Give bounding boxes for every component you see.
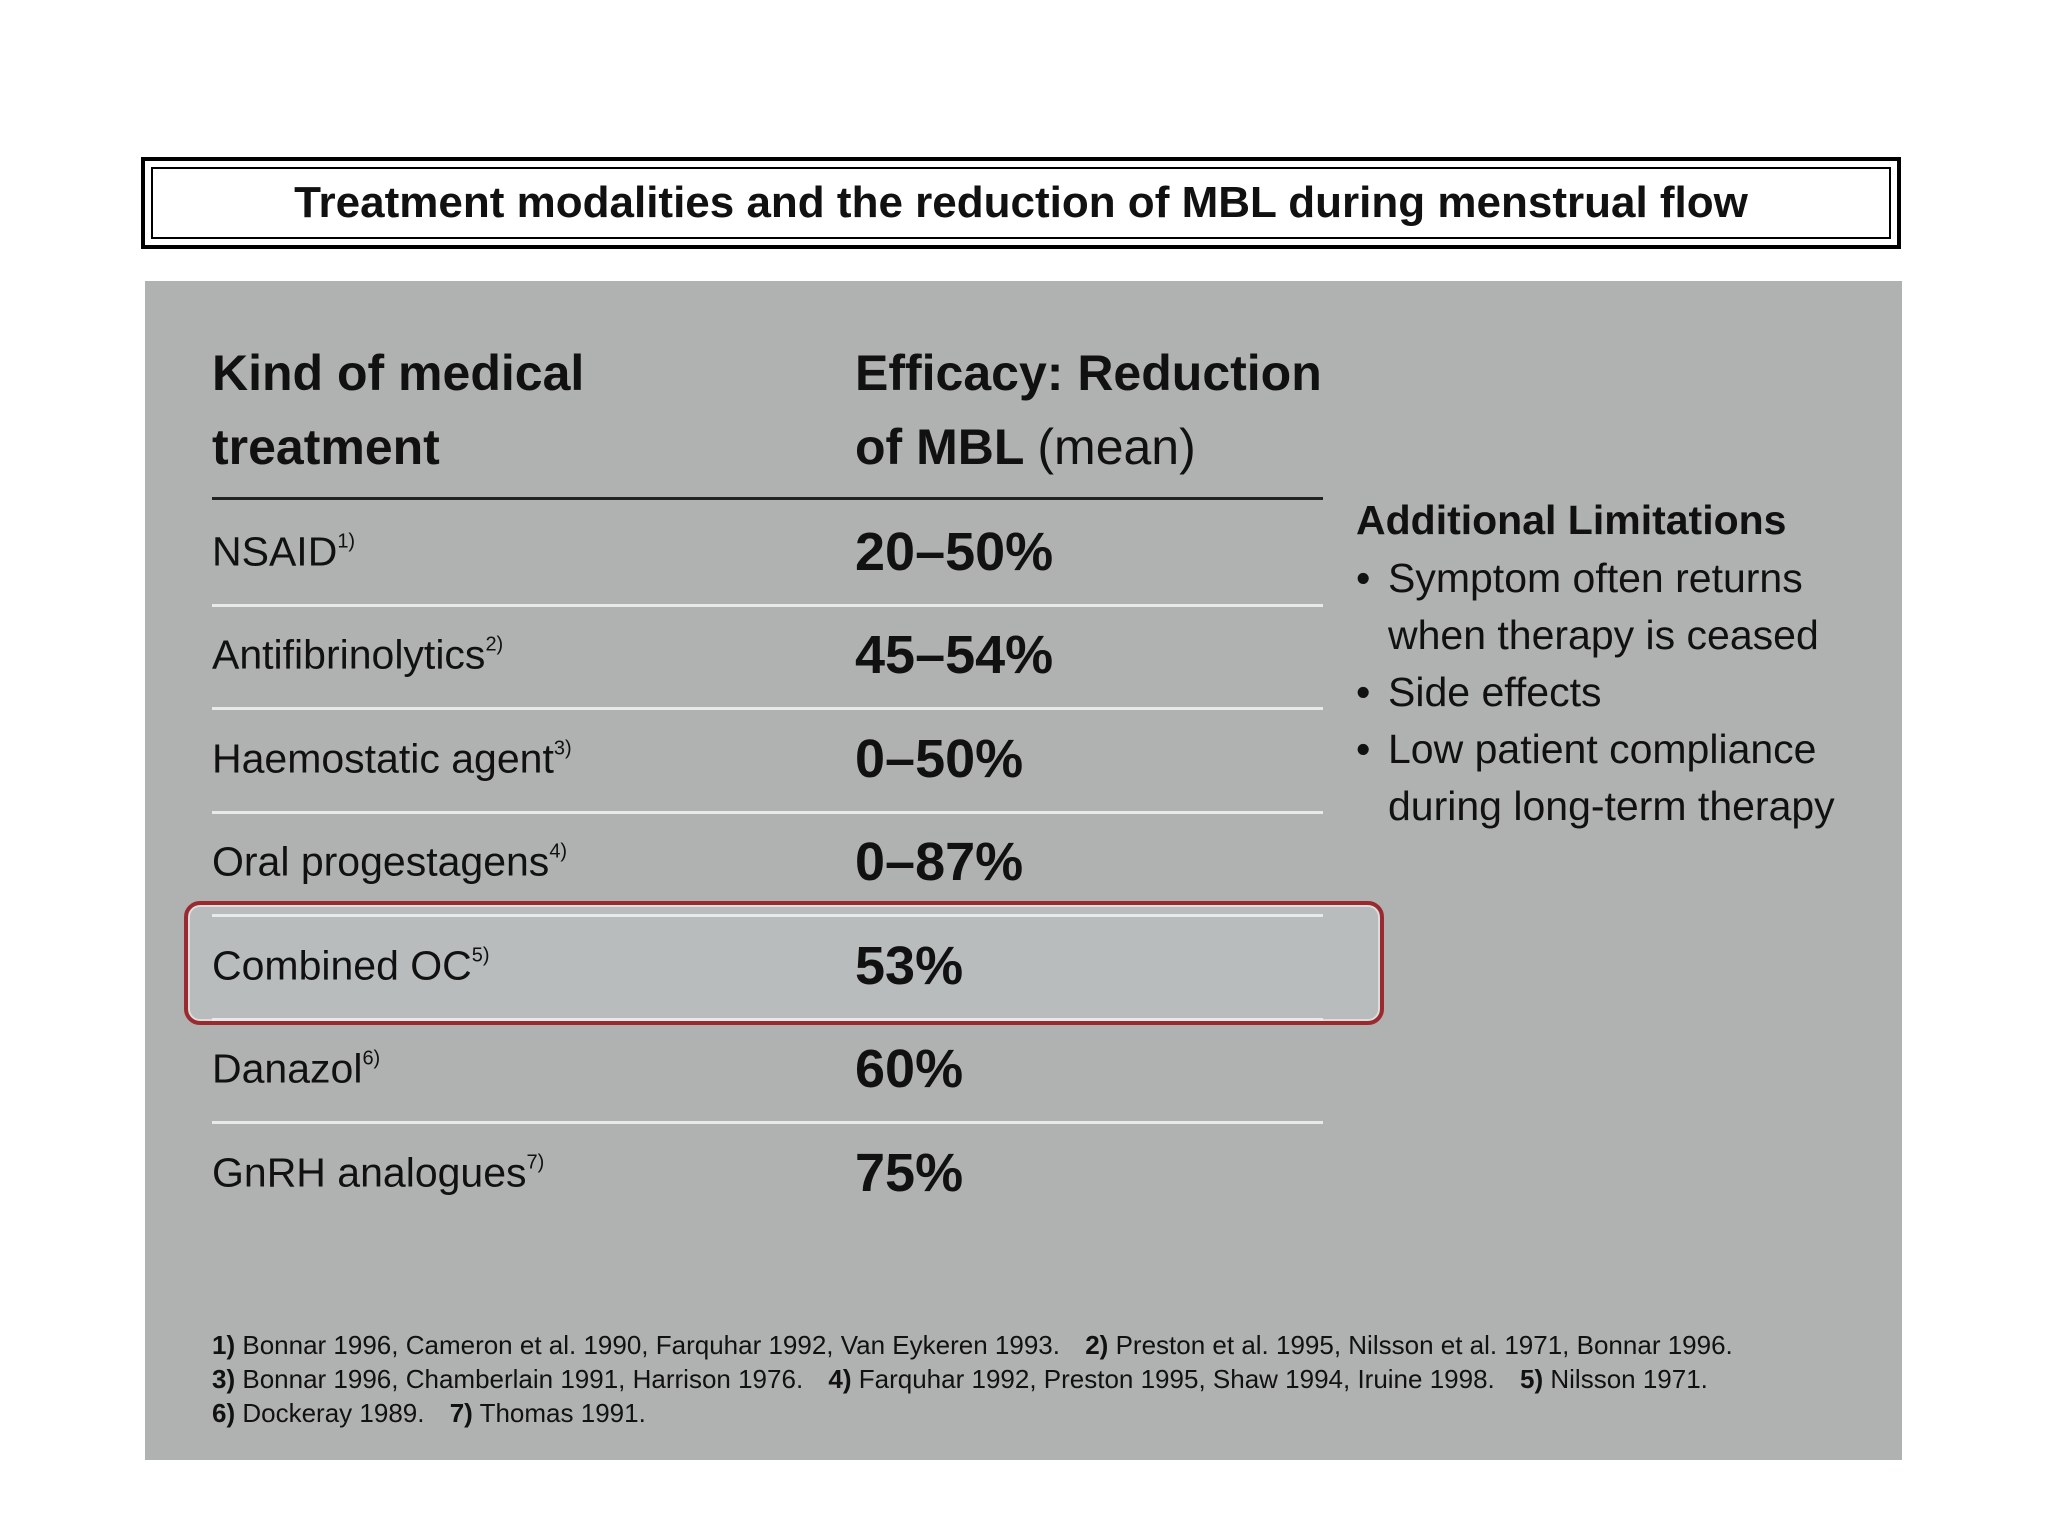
- footnote-num: 7): [449, 1398, 473, 1428]
- bullet-text: Side effects: [1388, 669, 1602, 715]
- efficacy-cell: 0–50%: [855, 728, 1024, 789]
- reference-mark: 4): [549, 840, 568, 863]
- footnote-num: 1): [212, 1330, 236, 1360]
- reference-mark: 5): [471, 944, 490, 967]
- bullet-text: Low patient compliance during long-term …: [1388, 726, 1835, 829]
- efficacy-cell: 20–50%: [855, 521, 1054, 582]
- bullet-dot: •: [1356, 555, 1371, 601]
- treatment-cell: Combined OC5): [212, 942, 490, 989]
- treatment-name: GnRH analogues: [212, 1149, 527, 1196]
- footnote-num: 2): [1085, 1330, 1109, 1360]
- efficacy-cell: 75%: [855, 1142, 964, 1203]
- footnote-text: Preston et al. 1995, Nilsson et al. 1971…: [1115, 1330, 1733, 1360]
- treatment-name: Haemostatic agent: [212, 735, 554, 782]
- bullet-item: • Symptom often returns when therapy is c…: [1356, 550, 1886, 664]
- efficacy-cell: 53%: [855, 935, 964, 996]
- column-header: Kind of medical treatment: [212, 336, 672, 484]
- footnote-line: 6) Dockeray 1989. 7) Thomas 1991.: [212, 1398, 646, 1429]
- row-rule: [212, 810, 1323, 814]
- footnote-num: 4): [828, 1364, 852, 1394]
- footnote-num: 3): [212, 1364, 236, 1394]
- efficacy-cell: 0–87%: [855, 832, 1024, 893]
- footnote-num: 5): [1520, 1364, 1544, 1394]
- treatment-cell: GnRH analogues7): [212, 1149, 544, 1196]
- footnote-text: Bonnar 1996, Chamberlain 1991, Harrison …: [242, 1364, 804, 1394]
- reference-mark: 3): [553, 737, 572, 760]
- footnote-line: 1) Bonnar 1996, Cameron et al. 1990, Far…: [212, 1330, 1733, 1361]
- footnote-text: Nilsson 1971.: [1550, 1364, 1708, 1394]
- treatment-name: Antifibrinolytics: [212, 631, 486, 678]
- bullet-dot: •: [1356, 669, 1371, 715]
- footnote-text: Dockeray 1989.: [242, 1398, 425, 1428]
- treatment-name: NSAID: [212, 528, 338, 575]
- row-highlight: [184, 901, 1384, 1025]
- footnote-num: 6): [212, 1398, 236, 1428]
- reference-mark: 1): [337, 530, 356, 553]
- efficacy-cell: 45–54%: [855, 625, 1054, 686]
- row-rule: [212, 603, 1323, 607]
- row-rule: [212, 1017, 1323, 1021]
- treatment-cell: Haemostatic agent3): [212, 735, 572, 782]
- title-frame: Treatment modalities and the reduction o…: [141, 157, 1901, 249]
- bullet-dot: •: [1356, 726, 1371, 772]
- limitations-heading: Additional Limitations: [1356, 497, 1787, 543]
- row-rule: [212, 707, 1323, 710]
- column-header: Efficacy: Reduction of MBL (mean): [855, 336, 1355, 484]
- treatment-cell: Danazol6): [212, 1046, 380, 1093]
- footnote-text: Farquhar 1992, Preston 1995, Shaw 1994, …: [858, 1364, 1495, 1394]
- treatment-cell: Antifibrinolytics2): [212, 632, 503, 679]
- header-rule: [212, 497, 1323, 500]
- title: Treatment modalities and the reduction o…: [151, 167, 1891, 239]
- reference-mark: 7): [526, 1151, 545, 1174]
- header-text: Efficacy: Reduction of MBL: [855, 345, 1322, 475]
- treatment-name: Danazol: [212, 1045, 363, 1092]
- reference-mark: 6): [362, 1047, 381, 1070]
- footnote-text: Bonnar 1996, Cameron et al. 1990, Farquh…: [242, 1330, 1060, 1360]
- bullet-text: Symptom often returns when therapy is ce…: [1388, 555, 1819, 658]
- treatment-name: Combined OC: [212, 942, 472, 989]
- efficacy-cell: 60%: [855, 1039, 964, 1100]
- treatment-name: Oral progestagens: [212, 838, 550, 885]
- header-note: (mean): [1037, 419, 1196, 475]
- limitations-list: • Symptom often returns when therapy is c…: [1356, 550, 1886, 835]
- footnote-text: Thomas 1991.: [479, 1398, 646, 1428]
- treatment-cell: NSAID1): [212, 528, 355, 575]
- treatment-cell: Oral progestagens4): [212, 839, 567, 886]
- row-rule: [212, 1121, 1323, 1124]
- footnote-line: 3) Bonnar 1996, Chamberlain 1991, Harris…: [212, 1364, 1708, 1395]
- reference-mark: 2): [485, 633, 504, 656]
- row-rule: [212, 914, 1323, 917]
- bullet-item: • Side effects: [1356, 664, 1886, 721]
- bullet-item: • Low patient compliance during long-term…: [1356, 721, 1886, 835]
- table-panel: [145, 281, 1902, 1460]
- header-text: Kind of medical treatment: [212, 345, 585, 475]
